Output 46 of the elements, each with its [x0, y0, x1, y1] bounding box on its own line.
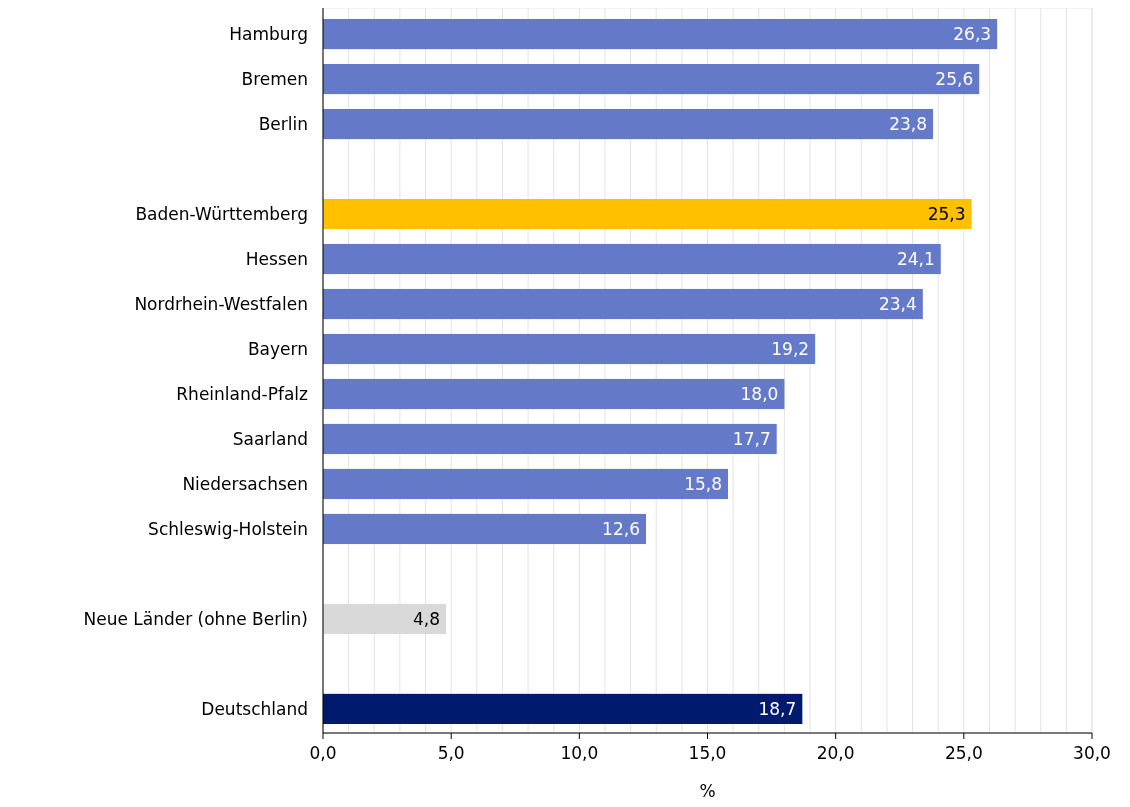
y-tick-label: Berlin	[258, 114, 308, 134]
bar	[323, 423, 777, 455]
data-label: 25,6	[935, 69, 974, 90]
bar	[323, 693, 803, 724]
data-label: 12,6	[602, 518, 640, 539]
y-tick-label: Bremen	[241, 69, 308, 90]
data-label: 23,8	[889, 114, 928, 134]
y-tick-label: Niedersachsen	[182, 473, 308, 494]
data-label: 26,3	[953, 24, 992, 45]
y-tick-label: Bayern	[247, 338, 308, 359]
x-tick-label: 25,0	[944, 743, 983, 763]
bar	[323, 513, 646, 545]
data-label: 15,8	[684, 473, 723, 494]
x-axis-title: %	[699, 781, 716, 801]
bar	[323, 108, 934, 140]
data-label: 19,2	[771, 338, 810, 359]
y-tick-label: Baden-Württemberg	[135, 203, 308, 224]
bar	[323, 198, 972, 230]
bar	[323, 333, 816, 365]
x-tick-label: 20,0	[816, 743, 855, 763]
bar	[323, 468, 729, 500]
data-label: 4,8	[412, 608, 441, 629]
x-tick-label: 30,0	[1073, 743, 1111, 763]
y-tick-label: Nordrhein-Westfalen	[134, 293, 308, 314]
bar	[323, 63, 980, 95]
data-label: 17,7	[732, 428, 771, 449]
data-label: 18,7	[758, 698, 797, 719]
bar	[323, 19, 998, 50]
y-tick-label: Schleswig-Holstein	[148, 518, 308, 539]
y-tick-label: Saarland	[232, 428, 308, 449]
bar	[323, 378, 785, 410]
y-tick-label: Rheinland-Pfalz	[176, 383, 309, 404]
x-tick-label: 10,0	[560, 743, 599, 763]
y-tick-label: Deutschland	[201, 698, 308, 719]
data-label: 23,4	[878, 293, 917, 314]
x-tick-label: 5,0	[437, 743, 465, 763]
y-tick-label: Neue Länder (ohne Berlin)	[83, 608, 308, 629]
y-tick-label: Hamburg	[229, 24, 308, 45]
y-tick-label: Hessen	[245, 248, 308, 269]
x-tick-label: 0,0	[309, 743, 337, 763]
bar	[323, 288, 923, 320]
data-label: 25,3	[927, 203, 966, 224]
data-label: 18,0	[740, 383, 779, 404]
data-label: 24,1	[896, 248, 935, 269]
bar	[323, 243, 941, 275]
x-tick-label: 15,0	[688, 743, 727, 763]
